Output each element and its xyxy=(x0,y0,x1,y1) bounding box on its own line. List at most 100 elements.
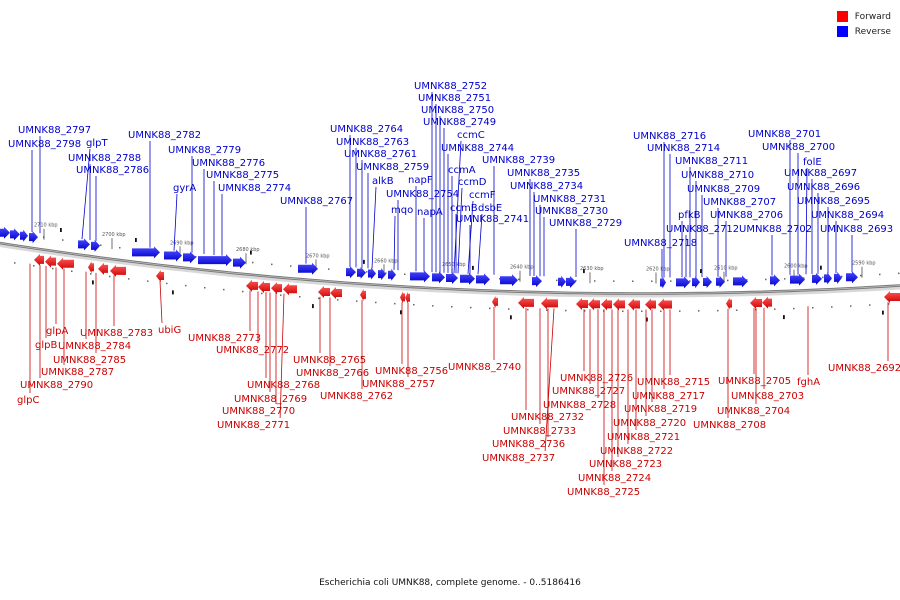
reverse-gene-label[interactable]: UMNK88_2763 xyxy=(336,137,409,148)
forward-gene-arrow[interactable] xyxy=(271,282,282,295)
forward-gene-label[interactable]: UMNK88_2703 xyxy=(731,391,804,402)
reverse-gene-arrow[interactable] xyxy=(566,275,576,288)
forward-gene-arrow[interactable] xyxy=(318,286,330,299)
reverse-gene-label[interactable]: UMNK88_2775 xyxy=(206,170,279,181)
forward-gene-label[interactable]: UMNK88_2722 xyxy=(600,446,673,457)
reverse-gene-label[interactable]: folE xyxy=(803,157,822,168)
reverse-gene-label[interactable]: ccmF xyxy=(469,190,496,201)
forward-gene-label[interactable]: UMNK88_2725 xyxy=(567,487,640,498)
reverse-gene-label[interactable]: alkB xyxy=(372,176,394,187)
reverse-gene-arrow[interactable] xyxy=(432,271,445,284)
forward-gene-arrow[interactable] xyxy=(45,255,56,268)
reverse-gene-label[interactable]: UMNK88_2707 xyxy=(703,197,776,208)
reverse-gene-label[interactable]: napF xyxy=(408,175,433,186)
reverse-gene-label[interactable]: UMNK88_2779 xyxy=(168,145,241,156)
reverse-gene-label[interactable]: UMNK88_2797 xyxy=(18,125,91,136)
forward-gene-label[interactable]: UMNK88_2765 xyxy=(293,355,366,366)
reverse-gene-label[interactable]: UMNK88_2751 xyxy=(418,93,491,104)
reverse-gene-label[interactable]: UMNK88_2761 xyxy=(344,149,417,160)
reverse-gene-arrow[interactable] xyxy=(692,276,700,289)
forward-gene-arrow[interactable] xyxy=(613,298,625,311)
reverse-gene-label[interactable]: UMNK88_2695 xyxy=(797,196,870,207)
forward-gene-label[interactable]: UMNK88_2771 xyxy=(217,420,290,431)
reverse-gene-arrow[interactable] xyxy=(846,271,858,284)
reverse-gene-label[interactable]: UMNK88_2798 xyxy=(8,139,81,150)
reverse-gene-arrow[interactable] xyxy=(460,272,475,285)
forward-gene-label[interactable]: UMNK88_2705 xyxy=(718,376,791,387)
reverse-gene-label[interactable]: UMNK88_2710 xyxy=(681,170,754,181)
forward-gene-label[interactable]: UMNK88_2790 xyxy=(20,380,93,391)
reverse-gene-label[interactable]: UMNK88_2750 xyxy=(421,105,494,116)
reverse-gene-label[interactable]: ccmC xyxy=(457,130,485,141)
forward-gene-label[interactable]: UMNK88_2720 xyxy=(613,418,686,429)
forward-gene-arrow[interactable] xyxy=(34,253,44,266)
forward-gene-arrow[interactable] xyxy=(330,286,342,299)
reverse-gene-label[interactable]: UMNK88_2754 xyxy=(386,189,459,200)
reverse-gene-arrow[interactable] xyxy=(716,275,725,288)
reverse-gene-arrow[interactable] xyxy=(0,226,10,239)
forward-gene-label[interactable]: UMNK88_2769 xyxy=(234,394,307,405)
forward-gene-label[interactable]: UMNK88_2757 xyxy=(362,379,435,390)
forward-gene-label[interactable]: UMNK88_2787 xyxy=(41,367,114,378)
forward-gene-label[interactable]: glpA xyxy=(46,326,68,337)
reverse-gene-label[interactable]: UMNK88_2731 xyxy=(533,194,606,205)
forward-gene-arrow[interactable] xyxy=(156,269,164,282)
reverse-gene-arrow[interactable] xyxy=(91,239,100,252)
forward-gene-arrow[interactable] xyxy=(360,288,366,301)
forward-gene-arrow[interactable] xyxy=(88,261,94,274)
forward-gene-label[interactable]: UMNK88_2717 xyxy=(632,391,705,402)
forward-gene-arrow[interactable] xyxy=(98,262,108,275)
forward-gene-label[interactable]: UMNK88_2766 xyxy=(296,368,369,379)
reverse-gene-arrow[interactable] xyxy=(164,249,182,262)
forward-gene-label[interactable]: UMNK88_2733 xyxy=(503,426,576,437)
reverse-gene-label[interactable]: UMNK88_2776 xyxy=(192,158,265,169)
reverse-gene-label[interactable]: gyrA xyxy=(173,183,196,194)
forward-gene-label[interactable]: UMNK88_2704 xyxy=(717,406,790,417)
reverse-gene-arrow[interactable] xyxy=(733,275,748,288)
reverse-gene-label[interactable]: UMNK88_2693 xyxy=(820,224,893,235)
forward-gene-arrow[interactable] xyxy=(400,291,405,304)
forward-gene-label[interactable]: UMNK88_2692 xyxy=(828,363,900,374)
reverse-gene-arrow[interactable] xyxy=(500,274,518,287)
forward-gene-arrow[interactable] xyxy=(518,296,534,309)
forward-gene-arrow[interactable] xyxy=(110,264,126,277)
reverse-gene-arrow[interactable] xyxy=(410,270,430,283)
forward-gene-label[interactable]: UMNK88_2723 xyxy=(589,459,662,470)
forward-gene-arrow[interactable] xyxy=(601,298,612,311)
reverse-gene-arrow[interactable] xyxy=(78,238,90,251)
forward-gene-label[interactable]: UMNK88_2737 xyxy=(482,453,555,464)
reverse-gene-arrow[interactable] xyxy=(790,273,805,286)
reverse-gene-arrow[interactable] xyxy=(378,268,386,281)
reverse-gene-arrow[interactable] xyxy=(660,276,666,289)
forward-gene-arrow[interactable] xyxy=(492,295,498,308)
reverse-gene-label[interactable]: mqo xyxy=(391,205,413,216)
forward-gene-arrow[interactable] xyxy=(645,298,656,311)
forward-gene-label[interactable]: UMNK88_2727 xyxy=(552,386,625,397)
forward-gene-arrow[interactable] xyxy=(588,298,600,311)
reverse-gene-label[interactable]: UMNK88_2697 xyxy=(784,168,857,179)
forward-gene-label[interactable]: UMNK88_2726 xyxy=(560,373,633,384)
forward-gene-label[interactable]: UMNK88_2785 xyxy=(53,355,126,366)
reverse-gene-label[interactable]: UMNK88_2702 xyxy=(739,224,812,235)
reverse-gene-label[interactable]: UMNK88_2700 xyxy=(762,142,835,153)
reverse-gene-label[interactable]: UMNK88_2718 xyxy=(624,238,697,249)
reverse-gene-arrow[interactable] xyxy=(703,276,712,289)
reverse-gene-arrow[interactable] xyxy=(446,272,458,285)
forward-gene-label[interactable]: UMNK88_2728 xyxy=(543,400,616,411)
reverse-gene-label[interactable]: UMNK88_2706 xyxy=(710,210,783,221)
forward-gene-label[interactable]: UMNK88_2736 xyxy=(492,439,565,450)
reverse-gene-label[interactable]: ccmA xyxy=(448,165,476,176)
reverse-gene-label[interactable]: ccmB xyxy=(450,203,478,214)
reverse-gene-label[interactable]: dsbE xyxy=(478,203,502,214)
reverse-gene-arrow[interactable] xyxy=(368,267,376,280)
reverse-gene-label[interactable]: UMNK88_2774 xyxy=(218,183,291,194)
reverse-gene-arrow[interactable] xyxy=(357,266,366,279)
reverse-gene-arrow[interactable] xyxy=(298,262,318,275)
reverse-gene-label[interactable]: UMNK88_2734 xyxy=(510,181,583,192)
reverse-gene-arrow[interactable] xyxy=(834,271,842,284)
forward-gene-label[interactable]: UMNK88_2773 xyxy=(188,333,261,344)
forward-gene-arrow[interactable] xyxy=(762,296,772,309)
reverse-gene-arrow[interactable] xyxy=(198,254,232,267)
forward-gene-label[interactable]: UMNK88_2721 xyxy=(607,432,680,443)
reverse-gene-arrow[interactable] xyxy=(388,268,396,281)
